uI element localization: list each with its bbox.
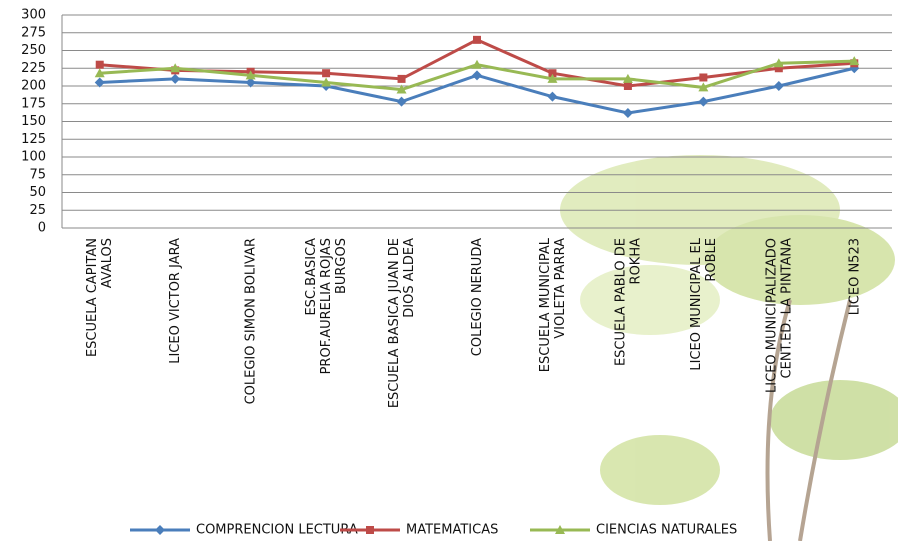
data-point [774, 64, 783, 73]
data-point [245, 70, 256, 80]
y-tick-label: 0 [38, 221, 46, 236]
data-point [170, 73, 181, 84]
data-point [623, 82, 632, 90]
data-point [170, 63, 181, 73]
y-tick-label: 250 [21, 43, 46, 58]
series [94, 63, 860, 118]
y-tick-label: 100 [21, 150, 46, 165]
data-point [245, 77, 256, 88]
data-point [622, 73, 633, 83]
data-point [555, 525, 565, 534]
x-tick-label: LICEO MUNICIPALIZADOCENT.ED. LA PINTANA [764, 238, 794, 393]
data-point [849, 56, 860, 66]
data-point [473, 35, 481, 44]
x-tick-label: ESCUELA BASICA JUAN DEDIOS ALDEA [387, 238, 417, 408]
data-point [773, 58, 784, 68]
data-point [95, 60, 104, 69]
x-tick-label: COLEGIO NERUDA [470, 238, 485, 356]
data-point [322, 69, 331, 78]
data-point [773, 81, 784, 91]
data-point [366, 526, 374, 534]
data-point [547, 73, 558, 83]
legend-label: COMPRENCION LECTURA [196, 523, 358, 538]
series [94, 56, 860, 94]
data-point [472, 59, 482, 69]
data-point [698, 96, 709, 107]
y-tick-label: 300 [21, 8, 46, 23]
y-tick-label: 200 [21, 79, 46, 94]
data-point [396, 84, 407, 94]
y-tick-label: 175 [21, 96, 46, 111]
background-decoration [560, 155, 898, 541]
x-tick-label: COLEGIO SIMON BOLIVAR [243, 238, 258, 404]
y-tick-label: 25 [29, 203, 46, 218]
x-tick-label: ESCUELA MUNICIPALVIOLETA PARRA [537, 237, 567, 372]
data-point [155, 525, 165, 535]
data-point [396, 96, 407, 107]
data-point [94, 68, 105, 78]
data-point [548, 69, 557, 78]
data-point [699, 73, 708, 82]
data-point [321, 77, 332, 87]
legend-label: MATEMATICAS [406, 523, 498, 538]
data-point [698, 82, 709, 92]
data-point [472, 70, 482, 81]
x-tick-label: ESC.BASICAPROF.AURELIA ROJASBURGOS [304, 238, 349, 375]
y-tick-label: 75 [29, 167, 46, 182]
x-tick-label: ESCUELA CAPITANAVALOS [85, 238, 115, 357]
y-tick-label: 275 [21, 25, 46, 40]
x-tick-label: LICEO VICTOR JARA [168, 238, 183, 364]
y-tick-label: 50 [29, 185, 46, 200]
legend-label: CIENCIAS NATURALES [596, 523, 737, 538]
y-tick-label: 125 [21, 132, 46, 147]
data-point [94, 77, 105, 88]
x-tick-label: LICEO MUNICIPAL ELROBLE [688, 237, 718, 370]
data-point [622, 107, 633, 118]
y-tick-label: 150 [21, 114, 46, 129]
data-point [547, 91, 558, 102]
x-tick-label: ESCUELA PABLO DEROKHA [613, 238, 643, 366]
y-tick-label: 225 [21, 61, 46, 76]
data-point [397, 74, 406, 83]
x-tick-label: LICEO N523 [847, 238, 862, 315]
